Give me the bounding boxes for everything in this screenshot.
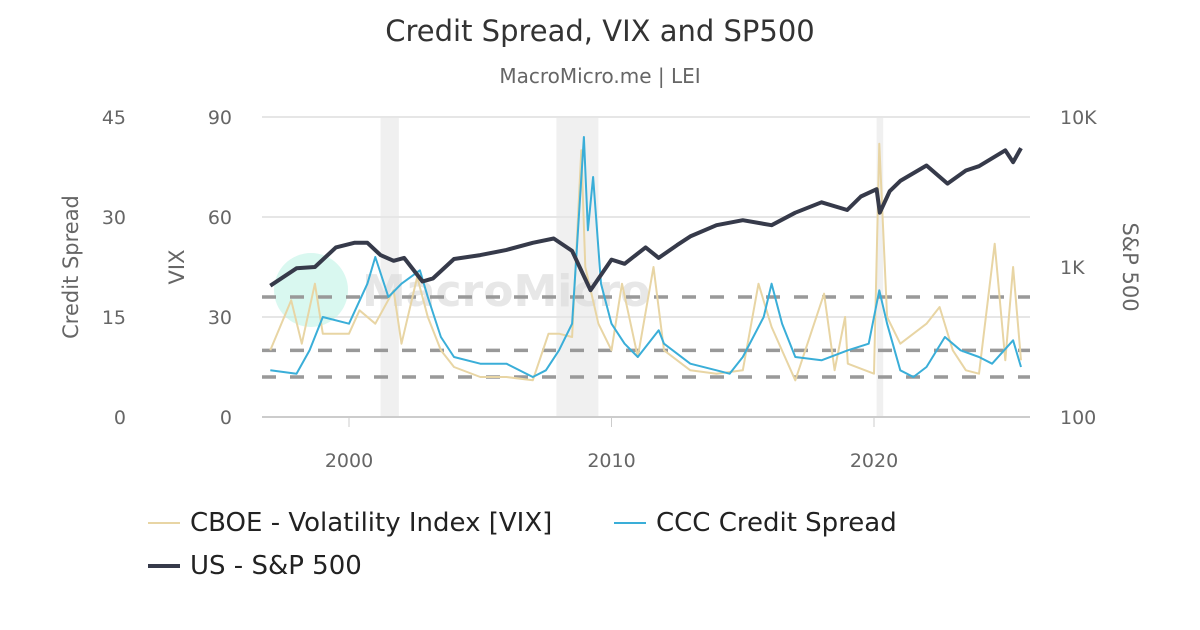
credit-tick-label: 45 [102, 107, 126, 129]
vix-tick-label: 0 [220, 407, 232, 429]
x-tick-label: 2000 [325, 450, 373, 472]
credit-axis-label: Credit Spread [59, 195, 83, 339]
legend-item-sp500[interactable]: US - S&P 500 [148, 551, 362, 581]
series-sp500 [269, 147, 1023, 293]
legend-swatch-sp500 [148, 564, 180, 568]
chart-title: Credit Spread, VIX and SP500 [385, 14, 815, 48]
sp500-tick-label: 10K [1060, 107, 1097, 129]
legend-item-credit-spread[interactable]: CCC Credit Spread [614, 508, 897, 538]
legend-label-sp500: US - S&P 500 [190, 551, 362, 581]
legend-label-credit-spread: CCC Credit Spread [656, 508, 897, 538]
legend-item-vix[interactable]: CBOE - Volatility Index [VIX] [148, 508, 552, 538]
credit-tick-label: 30 [102, 207, 126, 229]
recession-band [380, 117, 399, 417]
credit-tick-label: 15 [102, 307, 126, 329]
legend-swatch-credit-spread [614, 522, 646, 524]
chart-subtitle: MacroMicro.me | LEI [499, 64, 701, 88]
sp500-axis-label: S&P 500 [1118, 222, 1142, 311]
legend-swatch-vix [148, 522, 180, 524]
sp500-tick-label: 100 [1060, 407, 1096, 429]
recession-band [876, 117, 884, 417]
credit-tick-label: 0 [114, 407, 126, 429]
sp500-tick-label: 1K [1060, 257, 1085, 279]
vix-tick-label: 30 [208, 307, 232, 329]
x-tick-label: 2020 [850, 450, 898, 472]
series-credit-spread [270, 136, 1022, 378]
recession-band [556, 117, 599, 417]
legend-label-vix: CBOE - Volatility Index [VIX] [190, 508, 553, 538]
x-tick-label: 2010 [587, 450, 635, 472]
vix-axis-label: VIX [165, 250, 189, 285]
vix-tick-label: 90 [208, 107, 232, 129]
vix-tick-label: 60 [208, 207, 232, 229]
